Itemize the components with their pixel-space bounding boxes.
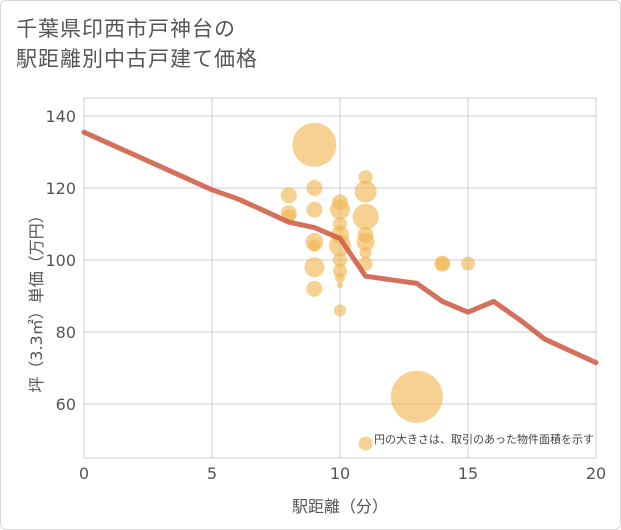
data-point [306, 180, 323, 196]
data-point [306, 201, 323, 218]
trend-line-group [81, 129, 599, 366]
data-point [358, 436, 373, 451]
data-point [356, 233, 375, 251]
y-axis-label: 坪（3.3㎡）単価（万円） [27, 207, 46, 392]
data-point [333, 263, 347, 278]
bubble-series [280, 122, 475, 451]
x-tick-label: 0 [79, 464, 89, 483]
y-tick-label: 80 [56, 323, 76, 342]
x-tick-label: 5 [207, 464, 217, 483]
data-point [335, 273, 345, 283]
data-point [461, 256, 475, 271]
chart-title: 千葉県印西市戸神台の 駅距離別中古戸建て価格 [16, 14, 258, 74]
x-tick-label: 10 [330, 464, 350, 483]
y-tick-label: 120 [45, 179, 76, 198]
data-point [308, 239, 321, 252]
data-point [329, 234, 351, 257]
data-point [435, 256, 450, 271]
data-point [330, 199, 350, 220]
data-point [358, 170, 373, 185]
data-point [390, 370, 443, 423]
data-point [337, 282, 343, 289]
x-tick-label: 15 [458, 464, 478, 483]
y-tick-label: 60 [56, 395, 76, 414]
grid-lines [83, 97, 597, 459]
trend-line [81, 129, 599, 366]
data-point [352, 203, 379, 230]
y-tick-label: 140 [45, 107, 76, 126]
data-point [354, 180, 377, 203]
y-tick-label: 100 [45, 251, 76, 270]
chart-title-line-1: 千葉県印西市戸神台の [16, 17, 236, 41]
data-point [280, 187, 297, 204]
data-point [333, 253, 347, 267]
data-point [334, 304, 346, 317]
chart-title-line-2: 駅距離別中古戸建て価格 [16, 47, 258, 71]
data-point [292, 122, 337, 167]
x-tick-label: 20 [586, 464, 606, 483]
tick-labels: 0 5 10 15 20 60 80 100 120 140 [45, 107, 606, 483]
data-point [306, 280, 323, 297]
x-axis-label: 駅距離（分） [292, 497, 388, 516]
data-point [304, 257, 325, 278]
data-point [359, 246, 372, 259]
bubble-size-note: 円の大きさは、取引のあった物件面積を示す [374, 432, 594, 446]
